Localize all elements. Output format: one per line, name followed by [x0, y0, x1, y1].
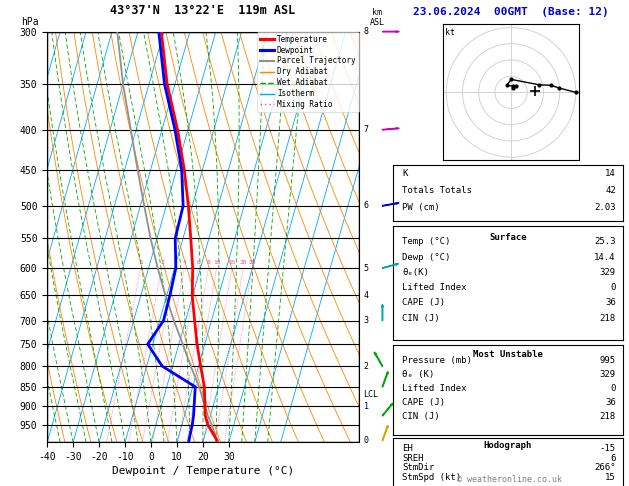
Text: EH: EH [403, 444, 413, 453]
X-axis label: Dewpoint / Temperature (°C): Dewpoint / Temperature (°C) [112, 466, 294, 476]
Text: CIN (J): CIN (J) [403, 412, 440, 421]
Text: 6: 6 [364, 201, 369, 210]
Text: 20: 20 [240, 260, 247, 265]
Legend: Temperature, Dewpoint, Parcel Trajectory, Dry Adiabat, Wet Adiabat, Isotherm, Mi: Temperature, Dewpoint, Parcel Trajectory… [257, 32, 359, 112]
Text: 218: 218 [599, 313, 616, 323]
Text: © weatheronline.co.uk: © weatheronline.co.uk [457, 474, 562, 484]
Text: 329: 329 [599, 268, 616, 277]
Text: CAPE (J): CAPE (J) [403, 298, 445, 307]
Text: 218: 218 [599, 412, 616, 421]
Text: CIN (J): CIN (J) [403, 313, 440, 323]
Text: CAPE (J): CAPE (J) [403, 398, 445, 407]
Text: 8: 8 [364, 27, 369, 36]
Text: 10: 10 [213, 260, 221, 265]
Text: 4: 4 [364, 291, 369, 300]
Text: SREH: SREH [403, 454, 424, 463]
Text: Surface: Surface [489, 233, 526, 242]
Text: 43°37'N  13°22'E  119m ASL: 43°37'N 13°22'E 119m ASL [110, 4, 296, 17]
Text: PW (cm): PW (cm) [403, 203, 440, 212]
Text: 2.03: 2.03 [594, 203, 616, 212]
Text: 6: 6 [197, 260, 201, 265]
Text: 7: 7 [364, 125, 369, 134]
Text: 6: 6 [611, 454, 616, 463]
Text: LCL: LCL [364, 390, 379, 399]
Text: 36: 36 [605, 298, 616, 307]
Text: 14.4: 14.4 [594, 253, 616, 261]
Text: 995: 995 [599, 356, 616, 365]
Text: 25.3: 25.3 [594, 238, 616, 246]
Text: 329: 329 [599, 370, 616, 379]
Text: Lifted Index: Lifted Index [403, 283, 467, 292]
Text: 4: 4 [183, 260, 187, 265]
Text: Hodograph: Hodograph [484, 441, 532, 450]
Text: K: K [403, 169, 408, 178]
Text: 2: 2 [160, 260, 164, 265]
Text: 0: 0 [611, 384, 616, 393]
Text: 36: 36 [605, 398, 616, 407]
Text: StmSpd (kt): StmSpd (kt) [403, 473, 462, 482]
Text: Totals Totals: Totals Totals [403, 186, 472, 195]
Text: Temp (°C): Temp (°C) [403, 238, 451, 246]
Text: km
ASL: km ASL [370, 8, 385, 27]
Text: 0: 0 [364, 436, 369, 445]
Text: Most Unstable: Most Unstable [473, 350, 543, 360]
Text: 15: 15 [605, 473, 616, 482]
Text: kt: kt [445, 28, 455, 36]
Text: 42: 42 [605, 186, 616, 195]
Text: 1: 1 [140, 260, 143, 265]
Text: 25: 25 [248, 260, 256, 265]
Text: Lifted Index: Lifted Index [403, 384, 467, 393]
Text: 5: 5 [364, 263, 369, 273]
Text: StmDir: StmDir [403, 463, 435, 472]
Text: 1: 1 [364, 402, 369, 411]
Text: 3: 3 [174, 260, 177, 265]
Text: θₑ(K): θₑ(K) [403, 268, 429, 277]
Text: 8: 8 [207, 260, 211, 265]
Text: 3: 3 [364, 316, 369, 325]
Text: -15: -15 [599, 444, 616, 453]
Text: Pressure (mb): Pressure (mb) [403, 356, 472, 365]
Text: Dewp (°C): Dewp (°C) [403, 253, 451, 261]
Text: 23.06.2024  00GMT  (Base: 12): 23.06.2024 00GMT (Base: 12) [413, 7, 609, 17]
Text: 14: 14 [605, 169, 616, 178]
Text: 0: 0 [611, 283, 616, 292]
Text: 15: 15 [229, 260, 236, 265]
Text: 266°: 266° [594, 463, 616, 472]
Text: hPa: hPa [21, 17, 38, 28]
Text: 2: 2 [364, 362, 369, 371]
Text: θₑ (K): θₑ (K) [403, 370, 435, 379]
